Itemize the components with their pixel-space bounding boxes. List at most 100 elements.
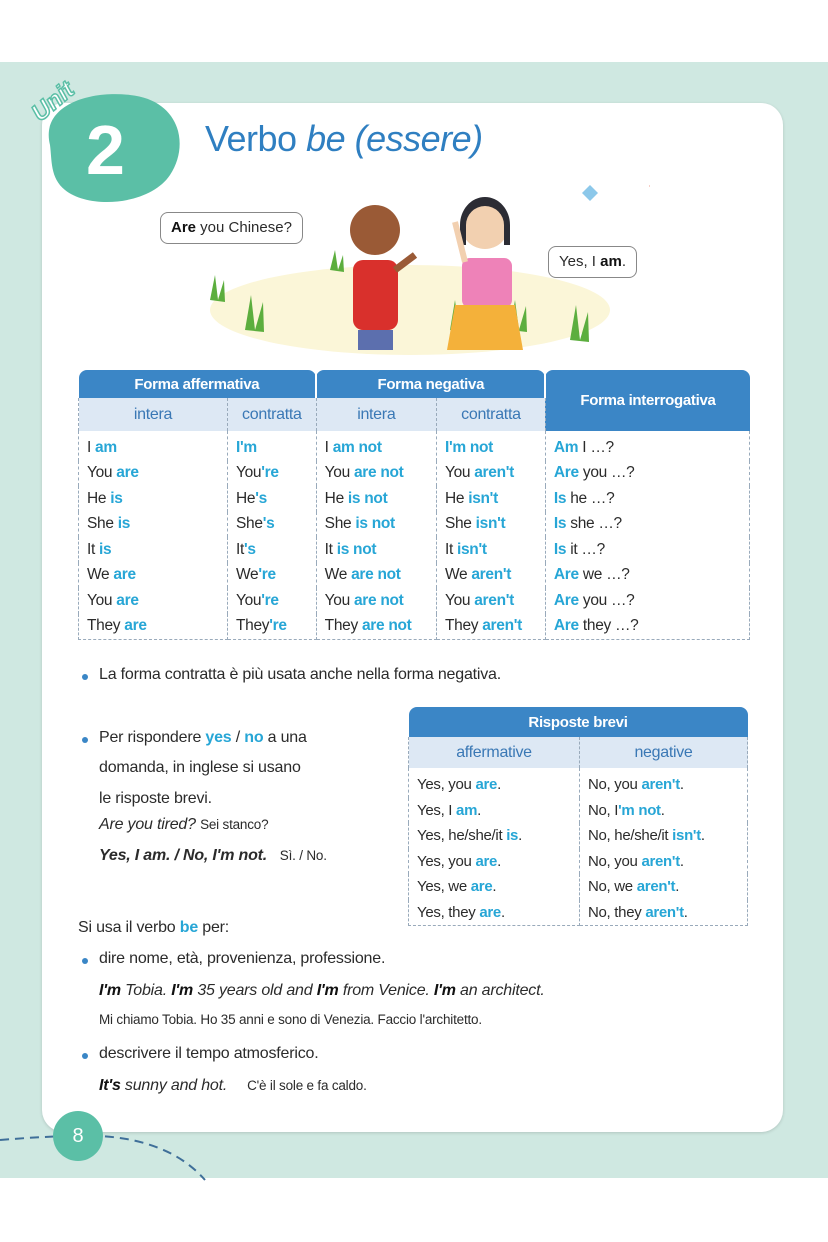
text-segment: .: [679, 776, 684, 794]
text-segment: You: [87, 591, 117, 609]
text-segment: Yes, I: [417, 801, 457, 819]
table-cell: I'm not: [436, 431, 546, 461]
short-header-row: Risposte brevi: [408, 707, 748, 737]
table-row: Yes, you are. No, you aren't.: [408, 848, 749, 874]
table-row: You are You're You are not You aren't Are yo…: [78, 588, 751, 614]
table-cell: Are they …?: [545, 613, 751, 640]
text-segment: .: [500, 903, 505, 921]
table-cell: You are not: [316, 588, 437, 614]
short-answers-line1: Per rispondere yes / no a una: [82, 729, 307, 747]
highlighted-text: is not: [347, 489, 388, 507]
highlighted-text: Are: [171, 219, 197, 236]
unit-number: 2: [86, 111, 125, 189]
text-segment: Yes, you: [417, 852, 476, 870]
highlighted-text: isn't: [456, 540, 487, 558]
highlighted-text: aren't: [641, 776, 680, 794]
text-segment: Yes, you: [417, 776, 476, 794]
highlighted-text: 'm not: [618, 801, 661, 819]
table-cell: Yes, we are.: [408, 874, 580, 900]
highlighted-text: Are: [553, 566, 579, 584]
text-segment: it …?: [566, 540, 605, 558]
table-cell: No, we aren't.: [579, 874, 749, 900]
table-row: She is She's She is not She isn't Is she …?: [78, 511, 751, 537]
highlighted-text: am: [600, 253, 622, 270]
text-segment: You: [236, 591, 262, 609]
text-segment: He: [324, 489, 348, 507]
table-cell: Yes, I am.: [408, 797, 580, 823]
text-segment: Yes, I: [559, 253, 601, 270]
table-cell: It's: [227, 537, 317, 563]
table-cell: She's: [227, 511, 317, 537]
text-segment: .: [477, 801, 482, 819]
text-segment: It: [87, 540, 100, 558]
table-cell: I am: [78, 431, 228, 461]
text-segment: She: [87, 515, 118, 533]
text-segment: .: [621, 253, 626, 270]
text-segment: I: [324, 438, 333, 456]
table-row: It is It's It is not It isn't Is it …?: [78, 537, 751, 563]
table-cell: Yes, he/she/it is.: [408, 823, 580, 849]
example-answer-it: Sì. / No.: [279, 848, 327, 863]
text-segment: Yes, they: [417, 903, 480, 921]
highlighted-text: is not: [355, 515, 395, 533]
highlighted-text: Are: [553, 591, 579, 609]
group-header-row: Forma affermativa Forma negativa Forma int…: [78, 370, 750, 431]
use-item-label: dire nome, età, provenienza, professione…: [81, 950, 386, 967]
table-cell: He is: [78, 486, 228, 512]
table-cell: You aren't: [436, 588, 546, 614]
highlighted-text: are not: [351, 566, 401, 584]
use-item-translation: C'è il sole e fa caldo.: [247, 1078, 367, 1093]
table-cell: You're: [227, 460, 317, 486]
text-segment: She: [324, 515, 356, 533]
example-answer: Yes, I am. / No, I'm not. Sì. / No.: [99, 847, 327, 865]
highlighted-text: are: [479, 903, 501, 921]
table-cell: They aren't: [436, 613, 546, 640]
table-cell: You are not: [316, 460, 437, 486]
highlighted-text: isn't: [475, 515, 506, 533]
table-cell: They are: [78, 613, 228, 640]
text-segment: No, he/she/it: [587, 827, 673, 845]
table-row: Yes, we are. No, we aren't.: [408, 874, 749, 900]
text-segment: It: [324, 540, 337, 558]
highlighted-text: aren't: [636, 878, 676, 896]
highlighted-text: are: [113, 566, 136, 584]
highlighted-text: are: [124, 617, 147, 635]
text-segment: she …?: [566, 515, 622, 533]
text-segment: No, they: [587, 903, 646, 921]
highlighted-text: isn't: [468, 489, 498, 507]
highlighted-text: is: [117, 515, 131, 533]
table-cell: We aren't: [436, 562, 546, 588]
table-cell: No, I'm not.: [579, 797, 749, 823]
table-row: Yes, you are. No, you aren't.: [408, 768, 749, 798]
decorative-dashed-path: [0, 1134, 206, 1181]
text-segment: .: [518, 827, 522, 845]
table-cell: Are you …?: [545, 460, 751, 486]
table-cell: No, he/she/it isn't.: [579, 823, 749, 849]
highlighted-text: Is: [553, 489, 567, 507]
table-row: He is He's He is not He isn't Is he …?: [78, 486, 751, 512]
sub-header: contratta: [227, 398, 317, 431]
text-segment: Yes, he/she/it: [417, 827, 507, 845]
highlighted-text: aren't: [482, 617, 523, 635]
highlighted-text: 's: [244, 540, 256, 558]
table-cell: No, you aren't.: [579, 768, 749, 798]
table-cell: We're: [227, 562, 317, 588]
use-item-translation: Mi chiamo Tobia. Ho 35 anni e sono di Ve…: [99, 1012, 482, 1027]
text-segment: They: [236, 617, 270, 635]
highlighted-text: is: [99, 540, 112, 558]
text-segment: a una: [263, 729, 307, 746]
text-segment: .: [679, 852, 684, 870]
highlighted-text: am: [95, 438, 117, 456]
sub-header: intera: [78, 398, 228, 431]
highlighted-text: Is: [553, 515, 567, 533]
highlighted-text: is not: [336, 540, 377, 558]
text-segment: .: [660, 801, 665, 819]
text-segment: I …?: [578, 438, 614, 456]
uses-intro: Si usa il verbo be per:: [78, 919, 229, 937]
highlighted-text: 's: [262, 515, 275, 533]
short-sub-header-row: affermative negative: [408, 737, 749, 768]
highlighted-text: are not: [361, 617, 412, 635]
text-segment: No, I: [587, 801, 619, 819]
text-segment: He: [236, 489, 256, 507]
text-segment: .: [683, 903, 688, 921]
